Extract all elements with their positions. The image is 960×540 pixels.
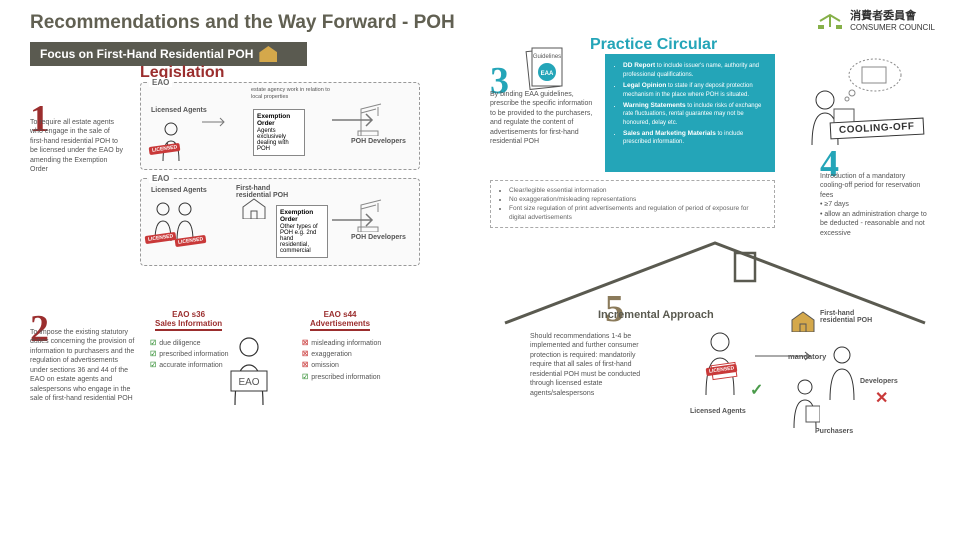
arrow-icon xyxy=(330,210,380,230)
developer-icon xyxy=(825,345,859,400)
logo-text: 消費者委員會 CONSUMER COUNCIL xyxy=(850,10,935,33)
house-icon xyxy=(790,310,816,332)
mandatory-label: mandatory xyxy=(788,352,826,361)
arrow-icon xyxy=(330,110,380,130)
agent-icon xyxy=(159,121,183,161)
svg-text:EAO: EAO xyxy=(238,377,259,388)
svg-text:Guidelines: Guidelines xyxy=(533,54,561,60)
arrow-icon xyxy=(200,115,230,129)
guidelines-doc-icon: Guidelines EAA xyxy=(520,46,575,91)
check-icon: ✓ xyxy=(750,380,763,400)
agent-icon xyxy=(173,201,197,241)
text-5: Should recommendations 1-4 be implemente… xyxy=(530,332,645,398)
text-4: Introduction of a mandatory cooling-off … xyxy=(820,172,930,238)
sales-checklist: ☑due diligence☑prescribed information☑ac… xyxy=(150,338,229,372)
eao-s36-header: EAO s36 Sales Information xyxy=(155,310,222,331)
practice-circular-header: Practice Circular xyxy=(590,36,717,54)
text-1: To require all estate agents who engage … xyxy=(30,118,125,175)
text-2: To impose the existing statutory duties … xyxy=(30,328,135,404)
purchaser-icon xyxy=(790,378,820,428)
consumer-council-logo: 消費者委員會 CONSUMER COUNCIL xyxy=(816,10,935,33)
text-3: By binding EAA guidelines, prescribe the… xyxy=(490,90,595,147)
exemption-order-2: Exemption Order Other types of POH e.g. … xyxy=(276,205,328,258)
exemption-order-1: Exemption Order Agents exclusively deali… xyxy=(253,109,305,156)
gray-guidelines-box: Clear/legible essential informationNo ex… xyxy=(490,180,775,228)
eao-s44-header: EAO s44 Advertisements xyxy=(310,310,370,331)
ads-checklist: ☒misleading information☒exaggeration☒omi… xyxy=(302,338,381,383)
house-icon xyxy=(241,197,267,219)
licensed-agent-icon xyxy=(700,330,740,395)
svg-text:EAA: EAA xyxy=(541,71,554,77)
logo-icon xyxy=(816,11,844,31)
x-icon: ✕ xyxy=(875,388,888,408)
section-5-illustration: First-hand residential POH LICENSED Lice… xyxy=(660,310,920,440)
eao-person-icon: EAO xyxy=(225,335,273,405)
focus-banner: Focus on First-Hand Residential POH xyxy=(30,42,307,66)
guidelines-teal-box: DD Report to include issuer's name, auth… xyxy=(605,54,775,172)
page-title: Recommendations and the Way Forward - PO… xyxy=(30,12,455,34)
house-icon xyxy=(259,46,277,62)
